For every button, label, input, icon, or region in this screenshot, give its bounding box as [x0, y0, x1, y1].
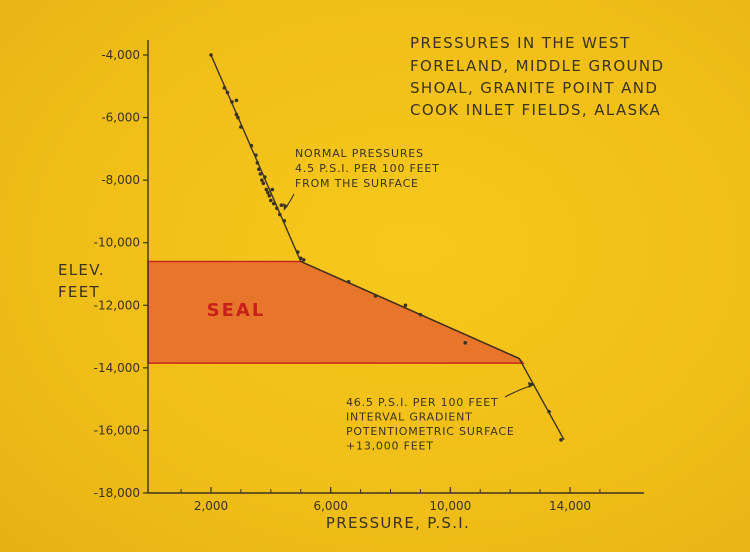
data-point: [270, 187, 275, 192]
y-tick-label: -16,000: [94, 423, 140, 437]
data-point: [301, 258, 306, 262]
y-tick-label: -6,000: [101, 111, 140, 125]
data-point: [209, 53, 213, 57]
chart-title-line: COOK INLET FIELDS, ALASKA: [410, 101, 662, 119]
annotation-interval-gradient-line: POTENTIOMETRIC SURFACE: [346, 425, 515, 438]
annotation-interval-gradient-line: INTERVAL GRADIENT: [346, 411, 473, 424]
seal-label: SEAL: [207, 300, 266, 321]
x-tick-label: 6,000: [313, 499, 347, 513]
data-point: [269, 198, 273, 203]
data-point: [260, 178, 264, 182]
data-point: [239, 125, 243, 129]
annotation-leader-arrow: [504, 384, 534, 398]
chart-title-line: PRESSURES IN THE WEST: [410, 34, 631, 52]
data-point: [418, 312, 423, 317]
annotation-interval-gradient-line: 46.5 P.S.I. PER 100 FEET: [346, 396, 498, 409]
annotation-normal-pressures-line: 4.5 P.S.I. PER 100 FEET: [295, 162, 440, 175]
y-tick-label: -14,000: [94, 361, 140, 375]
chart-title-line: SHOAL, GRANITE POINT AND: [410, 79, 659, 97]
annotation-arrowhead: [283, 203, 288, 210]
y-tick-label: -4,000: [101, 48, 140, 62]
data-point: [236, 115, 240, 120]
data-point: [261, 181, 266, 186]
data-point: [254, 153, 258, 157]
data-point: [258, 172, 263, 176]
annotation-arrowhead: [528, 382, 535, 388]
data-point: [278, 212, 282, 217]
y-axis-label: ELEV.: [58, 261, 105, 279]
data-point: [295, 250, 300, 254]
data-point: [272, 201, 276, 206]
annotation-normal-pressures-line: FROM THE SURFACE: [295, 177, 419, 190]
x-tick-label: 14,000: [549, 499, 591, 513]
data-point: [234, 98, 239, 103]
y-tick-label: -12,000: [94, 298, 140, 312]
data-point: [279, 203, 284, 207]
data-point: [282, 219, 287, 223]
chart-title-line: FORELAND, MIDDLE GROUND: [410, 57, 665, 75]
data-point: [249, 143, 254, 148]
data-point: [346, 280, 351, 284]
axes-layer: -4,000 -6,000 -8,000 -10,000 -12,000 -14,000 -…: [58, 40, 644, 532]
data-point: [264, 187, 269, 192]
x-tick-label: 10,000: [429, 499, 471, 513]
y-axis-label: FEET: [58, 283, 100, 301]
data-point: [403, 303, 408, 308]
annotation-normal-pressures-line: NORMAL PRESSURES: [295, 147, 424, 160]
data-point: [463, 341, 468, 345]
data-point: [267, 193, 272, 198]
pressure-gradient-line: [210, 54, 565, 441]
data-point: [225, 90, 230, 95]
data-point: [373, 294, 378, 298]
data-point: [222, 86, 227, 90]
x-tick-label: 2,000: [194, 499, 228, 513]
data-point: [234, 112, 239, 117]
gradient-line-layer: [210, 54, 565, 441]
data-point: [275, 206, 279, 211]
data-point: [298, 256, 303, 261]
data-point: [266, 190, 270, 195]
annotation-interval-gradient-line: +13,000 FEET: [346, 440, 434, 453]
data-points-layer: [209, 53, 563, 442]
data-point: [547, 409, 551, 414]
y-tick-label: -8,000: [101, 173, 140, 187]
data-point: [230, 100, 234, 104]
data-point: [257, 167, 261, 171]
seal-layer: SEAL: [147, 260, 525, 364]
data-point: [263, 175, 267, 179]
data-point: [559, 438, 563, 442]
y-tick-label: -10,000: [94, 236, 140, 250]
x-axis-label: PRESSURE, P.S.I.: [326, 514, 470, 532]
data-point: [255, 161, 260, 165]
annotations-layer: NORMAL PRESSURES 4.5 P.S.I. PER 100 FEET F…: [283, 147, 535, 453]
y-tick-label: -18,000: [94, 486, 140, 500]
